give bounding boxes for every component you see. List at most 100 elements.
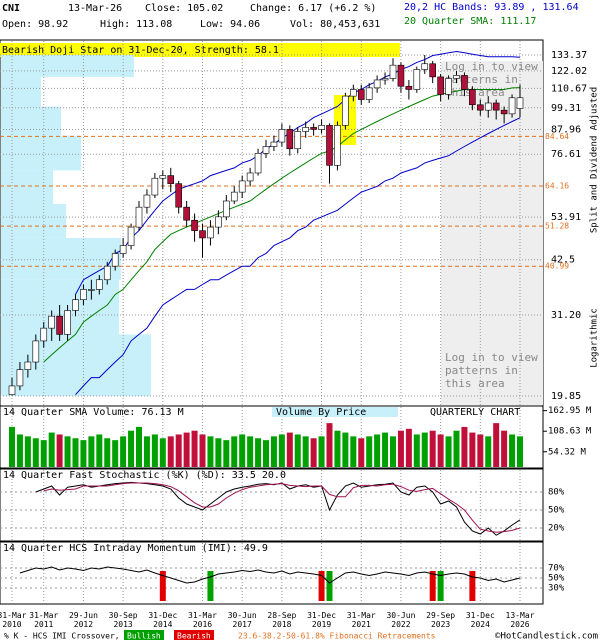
volume-bar — [421, 432, 428, 467]
candle-body — [326, 125, 333, 166]
open: Open: 98.92 — [2, 19, 68, 30]
indicator-line — [43, 482, 521, 533]
volume-bar — [183, 432, 190, 467]
candle-body — [429, 63, 436, 78]
volume-bar — [16, 434, 23, 467]
candle-body — [373, 79, 381, 89]
candle-body — [40, 327, 48, 342]
bearish-label: Bearish — [177, 632, 211, 640]
volume-bar — [191, 430, 198, 467]
candle-body — [88, 289, 95, 291]
candle-body — [278, 129, 286, 143]
volume-bar — [374, 434, 381, 467]
candle-body — [310, 127, 317, 130]
candle-body — [357, 89, 365, 100]
candle-body — [350, 89, 357, 97]
symbol: CNI — [2, 3, 20, 14]
volume-by-price-bar — [1, 204, 66, 238]
candle-body — [159, 175, 167, 179]
volume-bar — [167, 436, 174, 467]
crossover-signal — [469, 571, 476, 601]
y-tick-label: 80% — [548, 488, 565, 498]
price-overlay-line — [75, 50, 521, 295]
candle-body — [437, 76, 444, 95]
volume-bar — [318, 436, 325, 467]
panel-subtitle: Volume By Price — [276, 407, 366, 418]
volume-bar — [461, 426, 468, 467]
candle-body — [230, 191, 238, 202]
y-tick-label: 99.31 — [551, 103, 581, 114]
y-tick-label: 122.02 — [551, 66, 587, 77]
candle-body — [302, 127, 309, 132]
candle-body — [246, 172, 254, 182]
volume-by-price-bar — [1, 106, 61, 136]
volume-bar — [517, 436, 523, 467]
x-tick-label: 29-Jun 2012 — [68, 611, 98, 629]
volume-bar — [270, 436, 277, 467]
y-tick-label: 87.96 — [551, 125, 581, 136]
y-tick-label: 19.85 — [551, 391, 581, 402]
volume-bar — [96, 434, 103, 467]
y-tick-label: 70% — [548, 564, 565, 574]
x-tick-label: 31-Mar 2016 — [188, 611, 217, 629]
login-note: Log in to view patterns in this area — [445, 351, 538, 390]
candle-body — [421, 63, 429, 70]
crossover-label: % K - HCS IMI Crossover, — [4, 632, 120, 640]
candle-body — [135, 206, 143, 228]
x-tick-label: 13-Mar 2026 — [505, 611, 535, 629]
y-tick-label: 20% — [548, 524, 565, 534]
candle-body — [397, 64, 405, 87]
crossover-signal — [159, 571, 166, 601]
fib-label: 51.28 — [545, 222, 569, 231]
candle-body — [469, 89, 476, 106]
x-tick-label: 31-Mar 2011 — [29, 611, 59, 629]
candle-body — [143, 194, 151, 208]
volume-bar — [501, 430, 508, 467]
candle-body — [127, 226, 135, 246]
volume-by-price-bar — [1, 55, 134, 77]
volume-bar — [207, 436, 214, 467]
candle-body — [48, 315, 55, 329]
candle-body — [16, 369, 24, 387]
y-tick-label: 30% — [548, 584, 565, 594]
volume-bar — [445, 436, 452, 467]
candle-body — [223, 200, 230, 218]
close: Close: 105.02 — [145, 3, 223, 14]
candle-body — [56, 315, 63, 335]
candle-body — [405, 85, 413, 90]
date: 13-Mar-26 — [68, 3, 122, 14]
indicator-line — [19, 566, 521, 584]
panel-title: 14 Quarter SMA Volume: 76.13 M — [3, 407, 184, 418]
y-tick-label: 54.32 M — [548, 447, 587, 457]
volume-bar — [143, 436, 150, 467]
bullish-swatch — [124, 630, 164, 640]
volume-bar — [247, 436, 254, 467]
volume-bar — [294, 434, 301, 467]
volume-bar — [469, 432, 476, 467]
volume-bar — [120, 436, 127, 467]
candle-body — [103, 265, 111, 281]
candle-body — [8, 385, 16, 395]
volume-bar — [128, 430, 135, 467]
volume-bar — [215, 438, 222, 467]
candle-body — [24, 361, 32, 370]
candle-body — [445, 78, 452, 95]
candle-body — [484, 102, 492, 111]
volume-bar — [382, 432, 389, 467]
adjusted-label: Split and Dividend Adjusted — [590, 87, 600, 233]
volume-bar — [390, 436, 396, 467]
candle-body — [175, 183, 182, 208]
candle-body — [516, 97, 524, 109]
candle-body — [270, 141, 278, 147]
x-tick-label: 31-Mar 2021 — [346, 611, 376, 629]
x-tick-label: 30-Jun 2022 — [386, 611, 416, 629]
candle-body — [477, 104, 484, 111]
bearish-swatch — [174, 630, 214, 640]
y-tick-label: 50% — [548, 506, 565, 516]
login-note-bottom: Log in to view patterns in this area — [445, 351, 538, 390]
fib-label: 64.16 — [545, 181, 569, 190]
fib-label: 40.99 — [545, 262, 569, 271]
volume-bar — [334, 430, 341, 467]
crossover-signal — [318, 571, 325, 601]
candle-body — [389, 64, 397, 79]
